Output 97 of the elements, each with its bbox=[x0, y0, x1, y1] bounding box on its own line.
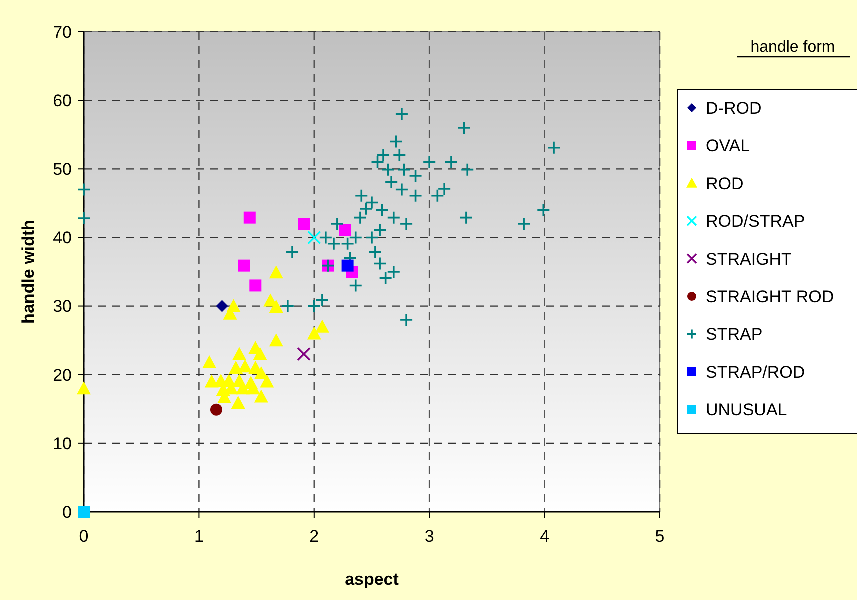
point bbox=[286, 245, 300, 260]
point bbox=[378, 271, 393, 286]
point bbox=[422, 155, 436, 170]
point bbox=[395, 107, 409, 122]
point bbox=[231, 396, 246, 409]
point bbox=[365, 196, 379, 210]
x-tick-label: 2 bbox=[310, 527, 320, 546]
point bbox=[408, 188, 423, 203]
legend-label: ROD/STRAP bbox=[706, 212, 806, 232]
point bbox=[316, 293, 330, 308]
legend-label: D-ROD bbox=[706, 98, 762, 118]
point bbox=[253, 347, 268, 360]
point bbox=[354, 210, 368, 225]
point bbox=[315, 320, 330, 333]
point bbox=[307, 326, 322, 340]
point bbox=[395, 182, 409, 197]
point bbox=[354, 188, 369, 203]
point bbox=[232, 347, 247, 360]
point bbox=[368, 245, 382, 260]
point bbox=[348, 230, 363, 245]
y-tick-label: 0 bbox=[62, 502, 72, 522]
point bbox=[281, 299, 295, 314]
point bbox=[250, 280, 262, 292]
legend-label: STRAP/ROD bbox=[706, 362, 806, 382]
point bbox=[460, 210, 474, 225]
point bbox=[359, 202, 374, 216]
point bbox=[460, 162, 475, 177]
legend-label: ROD bbox=[706, 174, 744, 194]
point bbox=[536, 203, 551, 218]
point bbox=[438, 182, 452, 196]
point bbox=[340, 236, 355, 251]
y-tick-label: 60 bbox=[53, 92, 72, 111]
point bbox=[389, 134, 404, 149]
legend-label: UNUSUAL bbox=[706, 400, 788, 420]
x-tick-label: 3 bbox=[424, 527, 434, 546]
point bbox=[260, 374, 274, 388]
point bbox=[365, 230, 379, 245]
point bbox=[342, 260, 354, 272]
point bbox=[373, 223, 387, 238]
y-tick-label: 50 bbox=[53, 160, 72, 180]
y-tick-label: 10 bbox=[53, 434, 72, 454]
legend-label: STRAIGHT ROD bbox=[706, 287, 834, 306]
point bbox=[397, 162, 412, 177]
legend-label: STRAP bbox=[706, 325, 763, 344]
point bbox=[340, 224, 352, 236]
legend-label: OVAL bbox=[706, 136, 750, 156]
point bbox=[202, 356, 217, 369]
point bbox=[400, 313, 414, 327]
legend-title: handle form bbox=[750, 39, 836, 56]
point bbox=[238, 260, 250, 272]
point bbox=[330, 217, 344, 231]
point bbox=[216, 300, 228, 312]
y-tick-label: 40 bbox=[53, 228, 72, 248]
point bbox=[269, 300, 284, 313]
point bbox=[298, 218, 310, 230]
point bbox=[229, 361, 244, 374]
point bbox=[77, 382, 91, 395]
point bbox=[375, 203, 390, 218]
y-tick-label: 20 bbox=[53, 366, 72, 385]
point bbox=[77, 212, 91, 226]
point bbox=[444, 155, 458, 170]
point bbox=[381, 162, 396, 177]
point bbox=[384, 175, 398, 190]
point bbox=[238, 360, 252, 373]
point bbox=[77, 182, 91, 197]
point bbox=[386, 210, 401, 225]
y-tick-label: 30 bbox=[53, 297, 72, 316]
x-tick-label: 0 bbox=[79, 527, 89, 546]
point bbox=[392, 148, 407, 162]
x-axis-title: aspect bbox=[345, 570, 400, 589]
point bbox=[244, 212, 256, 224]
point bbox=[457, 121, 472, 135]
point bbox=[400, 217, 414, 231]
legend-label: STRAIGHT bbox=[706, 250, 792, 269]
point bbox=[254, 390, 268, 403]
point bbox=[297, 347, 311, 362]
point bbox=[269, 334, 284, 347]
point bbox=[547, 140, 561, 155]
x-tick-label: 5 bbox=[655, 527, 665, 546]
x-tick-label: 1 bbox=[194, 527, 204, 546]
point bbox=[386, 265, 401, 279]
x-tick-label: 4 bbox=[540, 527, 550, 546]
point bbox=[308, 230, 322, 245]
point bbox=[78, 506, 90, 518]
point bbox=[210, 404, 222, 416]
point bbox=[254, 366, 268, 380]
point bbox=[517, 217, 531, 231]
point bbox=[370, 155, 385, 170]
y-axis-title: handle width bbox=[19, 220, 38, 324]
point bbox=[373, 256, 387, 271]
point bbox=[430, 188, 445, 203]
point bbox=[308, 299, 322, 314]
point bbox=[408, 169, 423, 183]
point bbox=[269, 266, 284, 279]
point bbox=[376, 148, 390, 162]
point bbox=[348, 278, 363, 293]
y-tick-label: 70 bbox=[53, 22, 72, 42]
